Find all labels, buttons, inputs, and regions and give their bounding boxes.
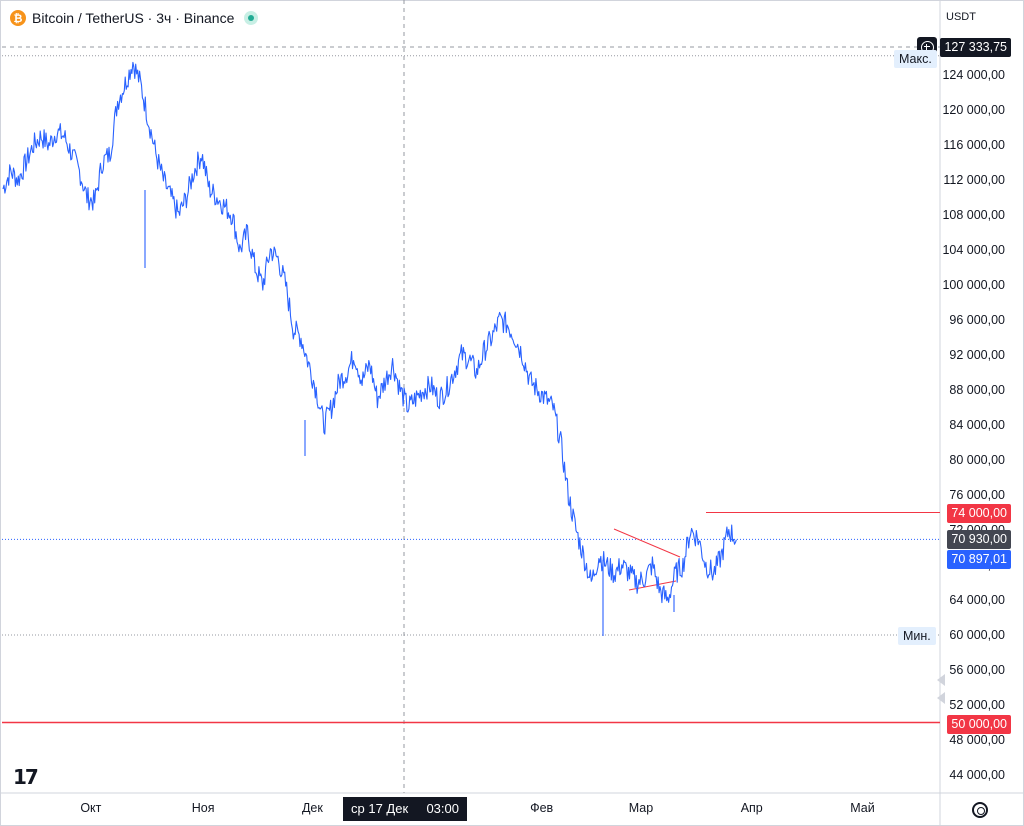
x-tick-label: Май: [850, 801, 875, 815]
crosshair-date: ср 17 Дек: [351, 801, 409, 816]
crosshair-time: 03:00: [426, 801, 459, 816]
scroll-arrow-icon[interactable]: [937, 692, 945, 704]
max-marker-label: Макс.: [894, 50, 937, 68]
y-tick-label: 112 000,00: [943, 173, 1005, 187]
price-tag-resistance: 74 000,00: [947, 504, 1011, 523]
y-tick-label: 108 000,00: [942, 208, 1005, 222]
x-tick-label: Дек: [302, 801, 323, 815]
y-tick-label: 44 000,00: [949, 768, 1005, 782]
x-tick-label: Мар: [629, 801, 654, 815]
price-tag-top: 127 333,75: [940, 38, 1011, 57]
price-series-line[interactable]: [2, 61, 737, 604]
min-marker-label: Мин.: [898, 627, 936, 645]
currency-selector[interactable]: USDT: [946, 11, 976, 23]
x-tick-label: Ноя: [192, 801, 215, 815]
price-tag-last: 70 930,00: [947, 530, 1011, 549]
y-tick-label: 100 000,00: [942, 278, 1005, 292]
y-tick-label: 96 000,00: [949, 313, 1005, 327]
y-tick-label: 88 000,00: [949, 383, 1005, 397]
y-tick-label: 76 000,00: [949, 488, 1005, 502]
price-tag-support: 50 000,00: [947, 715, 1011, 734]
symbol-header[interactable]: ₿ Bitcoin / TetherUS · 3ч · Binance: [10, 7, 259, 29]
tradingview-logo[interactable]: 17: [13, 765, 39, 789]
y-tick-label: 104 000,00: [942, 243, 1005, 257]
y-tick-label: 64 000,00: [949, 593, 1005, 607]
x-tick-label: Апр: [741, 801, 763, 815]
y-tick-label: 80 000,00: [949, 453, 1005, 467]
live-dot-icon: [244, 11, 259, 25]
y-tick-label: 84 000,00: [949, 418, 1005, 432]
symbol-title[interactable]: Bitcoin / TetherUS · 3ч · Binance: [32, 10, 235, 26]
crosshair-time-label: ср 17 Дек 03:00: [343, 797, 467, 821]
y-tick-label: 52 000,00: [949, 698, 1005, 712]
y-tick-label: 124 000,00: [942, 68, 1005, 82]
y-tick-label: 92 000,00: [949, 348, 1005, 362]
y-tick-label: 56 000,00: [949, 663, 1005, 677]
settings-gear-icon[interactable]: [972, 802, 988, 818]
trendline-upper[interactable]: [613, 528, 681, 558]
y-tick-label: 116 000,00: [943, 138, 1005, 152]
scroll-arrow-icon[interactable]: [937, 674, 945, 686]
y-tick-label: 60 000,00: [949, 628, 1005, 642]
x-tick-label: Фев: [530, 801, 553, 815]
x-tick-label: Окт: [80, 801, 101, 815]
y-tick-label: 48 000,00: [949, 733, 1005, 747]
bitcoin-icon: ₿: [10, 10, 26, 26]
y-tick-label: 120 000,00: [942, 103, 1005, 117]
price-tag-current: 70 897,01: [947, 550, 1011, 569]
